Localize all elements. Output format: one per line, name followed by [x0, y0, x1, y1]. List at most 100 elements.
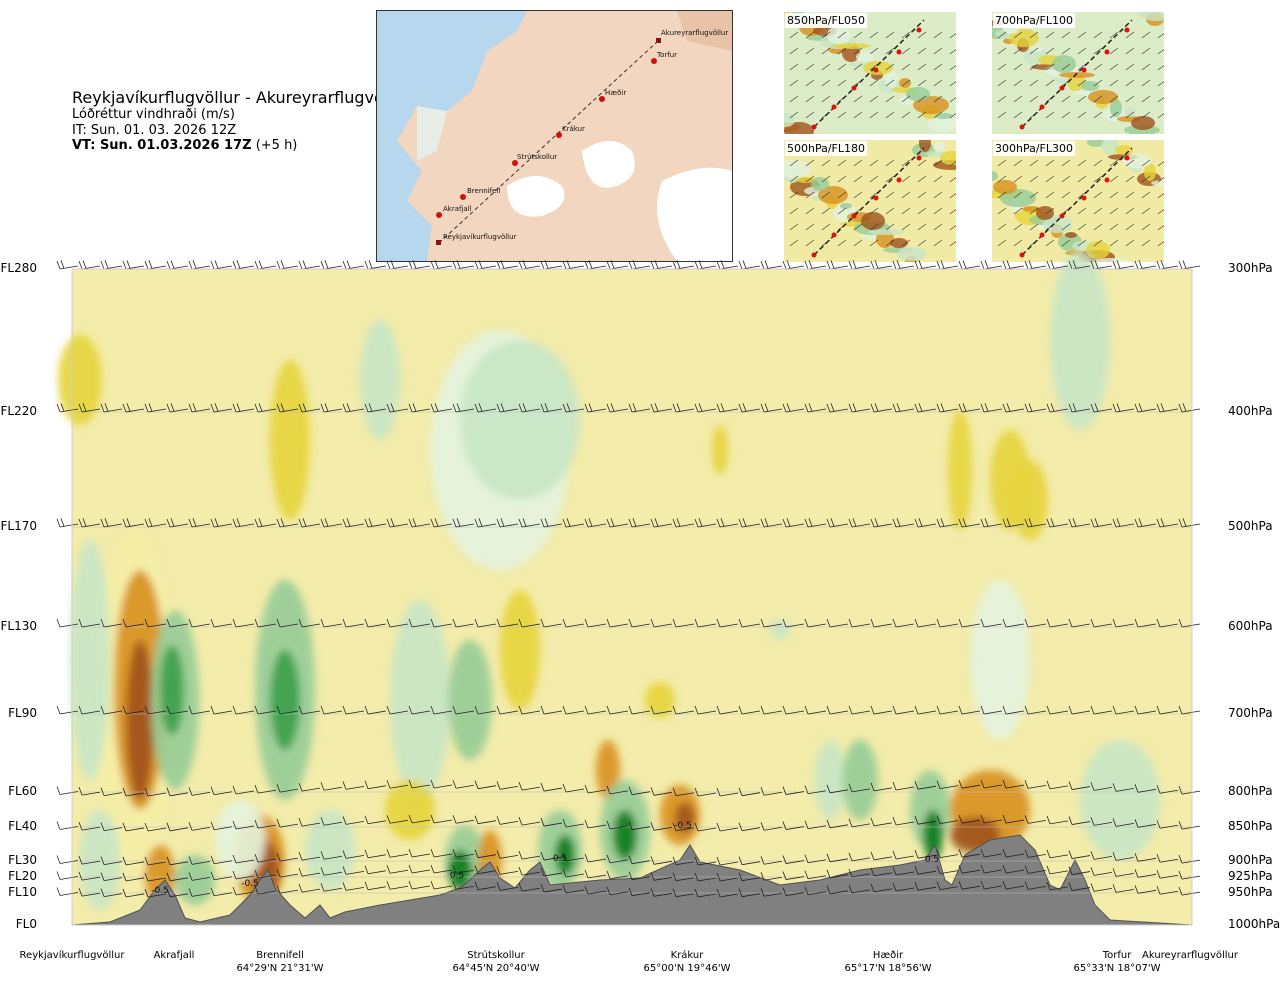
wind-barb — [1134, 705, 1157, 715]
map-label-torfur: Torfur — [657, 51, 678, 59]
wind-barb — [342, 618, 365, 628]
wind-barb — [694, 518, 717, 528]
wind-barb — [474, 849, 497, 859]
wind-barb — [276, 618, 299, 628]
wind-barb — [232, 403, 255, 413]
wind-barb — [782, 871, 805, 880]
wind-barb — [210, 705, 233, 715]
wind-barb — [628, 403, 651, 413]
wind-barb — [452, 849, 475, 858]
wind-barb — [650, 518, 673, 528]
wind-barb — [716, 872, 739, 882]
wind-barb — [826, 705, 849, 715]
wind-barb — [914, 816, 937, 825]
wind-barb — [1178, 618, 1201, 628]
wind-barb — [496, 403, 519, 413]
wind-barb — [826, 618, 849, 628]
wind-barb — [1090, 518, 1113, 528]
velocity-contour — [360, 320, 400, 440]
wind-barb — [914, 866, 937, 875]
wind-barb — [298, 705, 321, 715]
y-left-tick-label: FL20 — [8, 869, 37, 883]
wind-barb — [848, 818, 871, 828]
wind-barb — [232, 260, 255, 270]
wind-barb — [540, 851, 563, 861]
wind-barb — [650, 872, 673, 881]
wind-barb — [936, 705, 959, 715]
wind-barb — [892, 705, 915, 715]
wind-barb — [452, 881, 475, 890]
wind-barb — [694, 260, 717, 270]
wind-barb — [694, 822, 717, 832]
wind-barb — [980, 705, 1003, 715]
wind-barb — [848, 518, 871, 528]
wind-barb — [232, 618, 255, 628]
wind-barb — [562, 518, 585, 528]
velocity-contour — [126, 640, 154, 800]
wind-barb — [232, 886, 255, 896]
initial-time: IT: Sun. 01. 03. 2026 12Z — [72, 122, 237, 138]
x-location-name: Krákur — [670, 950, 704, 961]
wind-barb — [1134, 618, 1157, 628]
wind-barb — [320, 817, 343, 826]
wind-barb — [760, 260, 783, 270]
wind-barb — [122, 822, 145, 832]
y-right-tick-label: 850hPa — [1228, 819, 1273, 833]
wind-barb — [1002, 779, 1025, 789]
wind-barb — [738, 822, 761, 832]
wind-barb — [254, 403, 277, 413]
wind-barb — [166, 872, 189, 882]
x-location-coord: 65°00'N 19°46'W — [643, 963, 731, 974]
map-label-krakur: Krákur — [562, 125, 585, 133]
title-block: Reykjavíkurflugvöllur - Akureyrarflugvöl… — [72, 88, 409, 154]
wind-barb — [606, 518, 629, 528]
wind-barb — [1090, 403, 1113, 413]
wind-barb — [848, 705, 871, 715]
wind-barb — [936, 865, 959, 874]
y-right-tick-label: 700hPa — [1228, 706, 1273, 720]
wind-barb — [958, 865, 981, 874]
wind-barb — [342, 705, 365, 715]
x-location-coord: 64°29'N 21°31'W — [236, 963, 324, 974]
wind-barb — [210, 821, 233, 831]
wind-barb — [1002, 814, 1025, 824]
wind-barb — [826, 403, 849, 413]
wind-barb-row — [56, 864, 1201, 882]
wind-barb — [760, 856, 783, 865]
wind-barb — [672, 260, 695, 270]
wind-barb — [56, 403, 79, 413]
mini-map-label: 500hPa/FL180 — [785, 141, 868, 156]
wind-barb — [386, 618, 409, 628]
wind-barb — [1046, 780, 1069, 790]
wind-barb — [584, 819, 607, 829]
wind-barb — [122, 856, 145, 866]
wind-barb — [496, 882, 519, 891]
contour-label: 0.5 — [450, 871, 464, 881]
wind-barb — [1068, 781, 1091, 790]
wind-barb — [122, 888, 145, 898]
wind-barb — [738, 888, 761, 898]
velocity-contour — [675, 803, 695, 833]
wind-barb — [540, 817, 563, 827]
velocity-contour — [460, 340, 580, 500]
wind-barb — [870, 260, 893, 270]
wind-barb — [518, 403, 541, 413]
wind-barb — [100, 822, 123, 832]
wind-barb — [1134, 403, 1157, 413]
wind-barb — [100, 787, 123, 797]
wind-barb — [672, 787, 695, 797]
wind-barb — [672, 705, 695, 715]
wind-barb — [276, 852, 299, 862]
wind-barb — [166, 888, 189, 898]
wind-barb — [320, 403, 343, 413]
wind-barb — [1090, 867, 1113, 876]
velocity-contour — [613, 810, 637, 860]
wind-barb — [1024, 865, 1047, 874]
wind-barb — [738, 618, 761, 628]
wind-barb — [430, 814, 453, 824]
wind-barb — [210, 855, 233, 865]
wind-barb — [914, 850, 937, 859]
y-right-tick-label: 950hPa — [1228, 885, 1273, 899]
x-location-name: Hæðir — [872, 950, 904, 961]
x-location-coord: 65°33'N 18°07'W — [1073, 963, 1161, 974]
